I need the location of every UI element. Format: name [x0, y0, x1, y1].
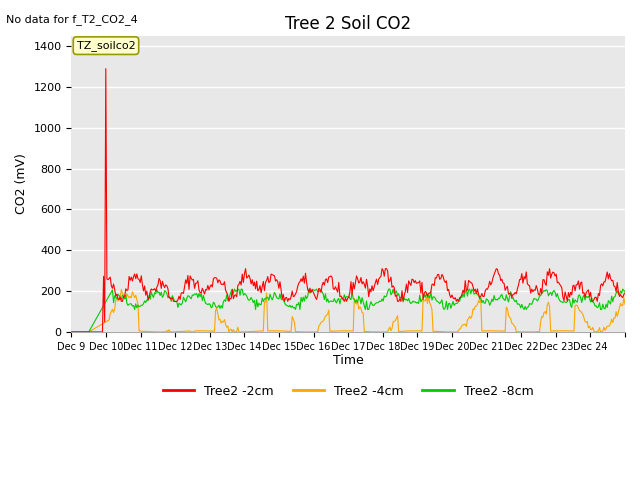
Legend: Tree2 -2cm, Tree2 -4cm, Tree2 -8cm: Tree2 -2cm, Tree2 -4cm, Tree2 -8cm: [158, 380, 538, 403]
Y-axis label: CO2 (mV): CO2 (mV): [15, 154, 28, 215]
X-axis label: Time: Time: [333, 354, 364, 368]
Title: Tree 2 Soil CO2: Tree 2 Soil CO2: [285, 15, 412, 33]
Text: No data for f_T2_CO2_4: No data for f_T2_CO2_4: [6, 14, 138, 25]
Text: TZ_soilco2: TZ_soilco2: [77, 40, 135, 51]
